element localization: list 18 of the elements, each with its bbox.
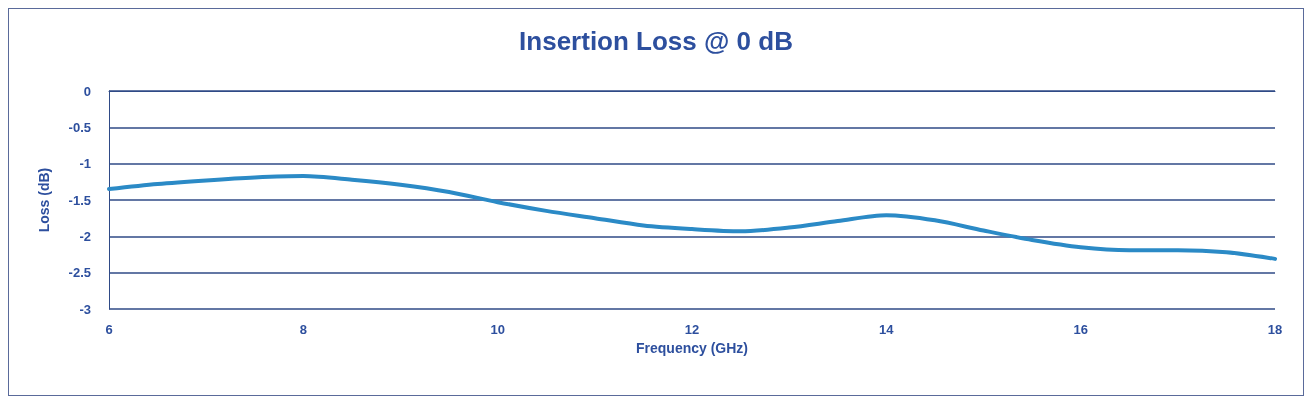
line-series (107, 174, 1277, 261)
y-axis-title: Loss (dB) (36, 167, 52, 233)
x-tick-label: 16 (1073, 322, 1088, 337)
x-tick-label: 14 (879, 322, 895, 337)
x-tick-label: 10 (490, 322, 505, 337)
chart-title: Insertion Loss @ 0 dB (519, 26, 793, 56)
x-tick-label: 12 (684, 322, 700, 337)
x-tick-label: 18 (1267, 322, 1283, 337)
x-axis-title: Frequency (GHz) (635, 339, 749, 356)
y-tick-label: 0 (83, 83, 91, 99)
y-tick-label: -1 (79, 156, 91, 172)
y-tick-label: -2 (79, 228, 91, 244)
y-tick-label: -2.5 (68, 265, 91, 281)
y-tick-label: -3 (79, 301, 91, 317)
x-tick-label: 6 (105, 322, 113, 337)
y-tick-label: -1.5 (68, 192, 91, 208)
x-tick-label: 8 (299, 322, 307, 337)
y-tick-label: -0.5 (68, 119, 91, 135)
